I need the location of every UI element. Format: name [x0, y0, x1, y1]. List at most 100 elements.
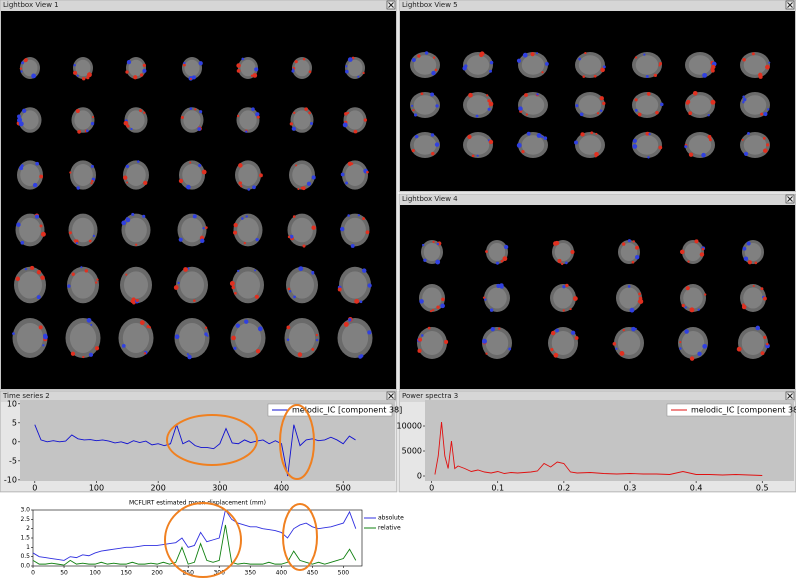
activation-spot: [632, 138, 637, 144]
brain-inner: [688, 55, 712, 75]
activation-spot: [570, 249, 575, 255]
activation-spot: [24, 58, 28, 62]
x-tick-label: 400: [276, 570, 288, 577]
brain-inner: [420, 331, 444, 355]
brain-inner: [181, 217, 203, 243]
activation-spot: [541, 135, 544, 139]
activation-spot: [572, 296, 578, 302]
panel-title: Power spectra 3: [402, 392, 458, 400]
activation-spot: [346, 111, 350, 114]
activation-spot: [204, 226, 208, 230]
activation-spot: [648, 132, 651, 136]
activation-spot: [254, 269, 257, 272]
activation-spot: [348, 318, 352, 322]
activation-spot: [758, 74, 763, 79]
activation-spot: [245, 215, 248, 218]
brain-inner: [743, 287, 763, 309]
activation-spot: [765, 64, 770, 70]
activation-spot: [301, 186, 306, 191]
brain-inner: [345, 164, 365, 186]
activation-spot: [365, 230, 370, 235]
brain-inner: [124, 271, 148, 299]
activation-spot: [414, 134, 419, 139]
activation-spot: [475, 114, 479, 118]
x-tick-label: 200: [151, 570, 163, 577]
activation-spot: [699, 252, 705, 257]
activation-spot: [125, 273, 128, 276]
brain-inner: [635, 135, 659, 155]
activation-spot: [634, 108, 638, 112]
activation-spot: [42, 344, 45, 347]
activation-spot: [435, 104, 439, 108]
activation-spot: [238, 163, 243, 168]
y-tick-label: 5: [12, 418, 17, 427]
activation-spot: [599, 109, 603, 113]
annotation-ellipse: [164, 502, 242, 578]
activation-spot: [206, 334, 209, 337]
activation-spot: [19, 166, 24, 171]
activation-spot: [88, 239, 92, 243]
activation-spot: [302, 244, 306, 248]
activation-spot: [367, 330, 372, 335]
activation-spot: [200, 238, 205, 244]
activation-spot: [344, 112, 348, 116]
brain-inner: [554, 243, 572, 261]
activation-spot: [139, 320, 145, 326]
activation-spot: [495, 261, 500, 265]
annotation-ellipse: [166, 414, 258, 466]
activation-spot: [131, 297, 136, 302]
activation-spot: [697, 351, 702, 357]
brain-inner: [553, 287, 573, 309]
activation-spot: [485, 352, 488, 355]
activation-spot: [763, 148, 768, 153]
activation-spot: [245, 130, 248, 133]
activation-spot: [557, 258, 562, 263]
activation-spot: [96, 278, 99, 281]
brain-inner: [343, 271, 367, 299]
activation-spot: [70, 351, 76, 356]
activation-spot: [191, 75, 196, 80]
activation-spot: [244, 319, 249, 324]
brain-inner: [238, 164, 258, 186]
brain-inner: [743, 55, 767, 75]
x-tick-label: 150: [120, 570, 132, 577]
brain-inner: [184, 59, 200, 77]
activation-spot: [736, 346, 742, 352]
activation-spot: [490, 326, 495, 332]
activation-spot: [125, 217, 129, 220]
activation-spot: [204, 326, 208, 329]
activation-spot: [710, 68, 715, 73]
legend-label: absolute: [378, 515, 404, 522]
brain-inner: [741, 331, 765, 355]
brain-inner: [294, 59, 310, 77]
legend-label: relative: [378, 525, 401, 532]
brain-inner: [74, 110, 92, 130]
activation-spot: [419, 299, 424, 304]
activation-spot: [629, 307, 635, 313]
brain-inner: [237, 217, 259, 243]
activation-spot: [22, 108, 27, 113]
activation-spot: [231, 285, 236, 290]
activation-spot: [350, 244, 355, 248]
activation-spot: [550, 348, 554, 352]
activation-spot: [476, 154, 479, 157]
activation-spot: [363, 118, 368, 122]
activation-spot: [135, 243, 138, 246]
activation-spot: [766, 143, 770, 147]
brain-inner: [288, 323, 316, 353]
activation-spot: [300, 186, 303, 190]
activation-spot: [420, 92, 424, 96]
activation-spot: [354, 298, 360, 304]
brain-inner: [16, 323, 44, 353]
activation-spot: [36, 295, 41, 300]
activation-spot: [743, 151, 749, 156]
activation-spot: [75, 109, 80, 114]
activation-spot: [39, 174, 43, 178]
brain-inner: [291, 217, 313, 243]
x-tick-label: 0.5: [756, 484, 769, 493]
activation-spot: [201, 169, 207, 175]
activation-spot: [311, 175, 316, 180]
activation-spot: [526, 131, 531, 136]
activation-spot: [701, 152, 706, 158]
